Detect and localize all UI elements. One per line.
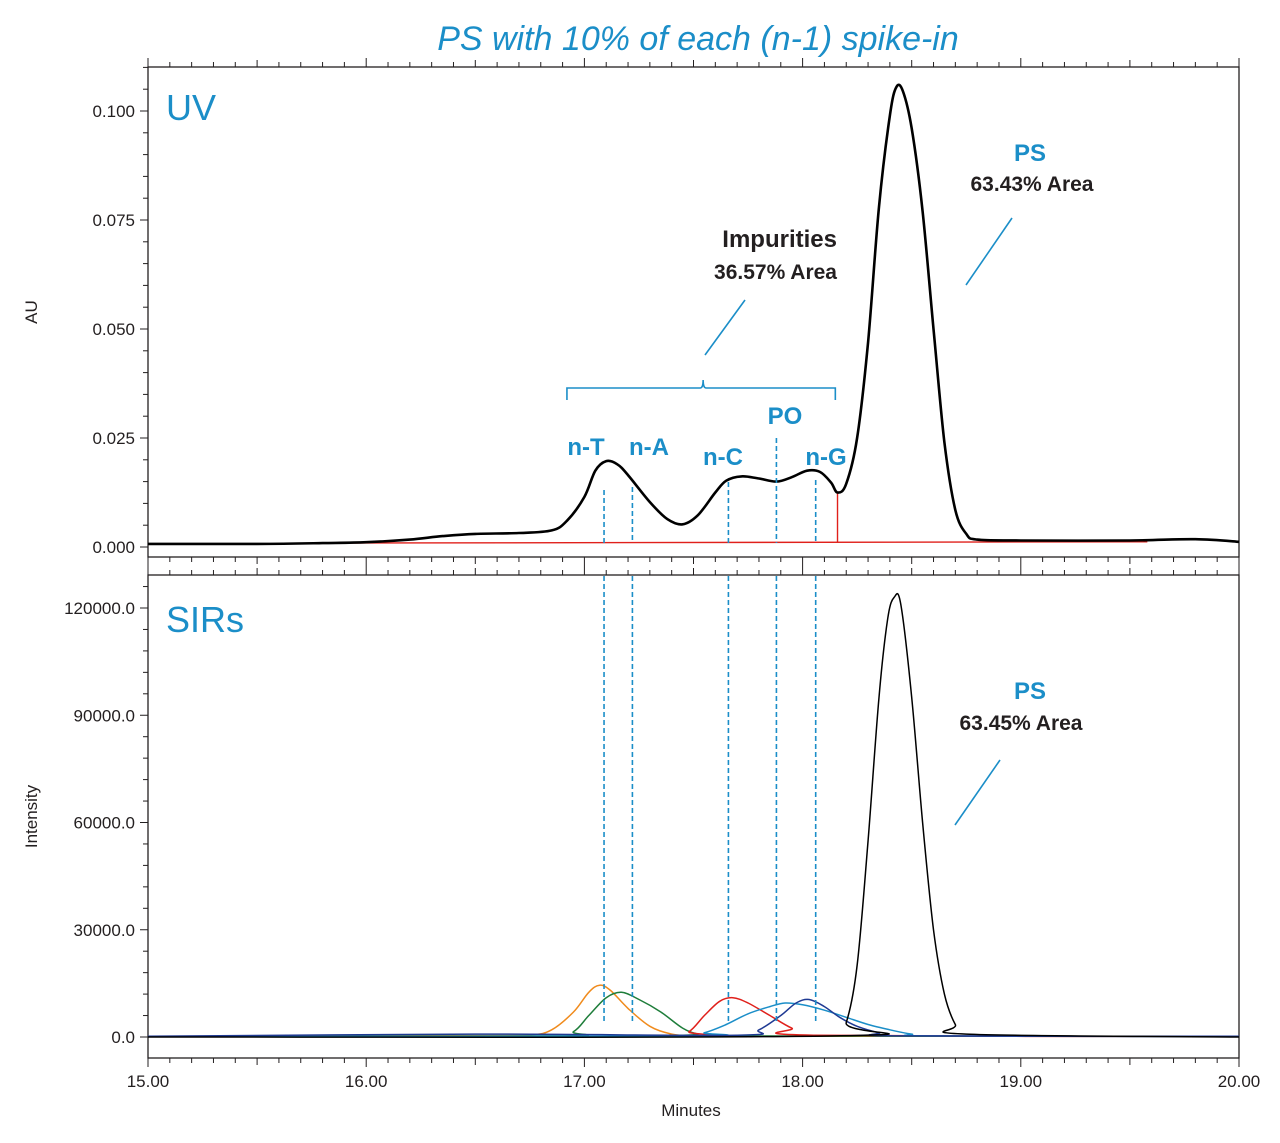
sir-panel: 0.0 30000.0 60000.0 90000.0 120000.0 Intensit… xyxy=(22,566,1260,1120)
peak-label-n-T: n-T xyxy=(567,434,605,461)
y-tick-label: 60000.0 xyxy=(74,814,135,833)
sir-trace-2 xyxy=(147,996,1240,1038)
x-tick-label: 16.00 xyxy=(345,1072,388,1091)
impurities-leader-line xyxy=(704,299,746,356)
peak-label-PO: PO xyxy=(768,403,803,430)
ps-peak-label: PS xyxy=(1014,140,1046,167)
ps-area-label: 63.43% Area xyxy=(971,173,1094,196)
ps-area-label-sir: 63.45% Area xyxy=(960,712,1083,735)
sir-trace-1 xyxy=(147,991,1240,1038)
retention-time-guides xyxy=(603,438,817,1024)
x-tick-label: 15.00 xyxy=(127,1072,170,1091)
ps-leader-line xyxy=(965,217,1013,286)
y-tick-label: 0.075 xyxy=(92,211,135,230)
y-tick-label: 30000.0 xyxy=(74,921,135,940)
sir-trace-4 xyxy=(147,998,1240,1038)
x-tick-label: 17.00 xyxy=(563,1072,606,1091)
y-tick-label: 0.025 xyxy=(92,429,135,448)
plot-frame xyxy=(147,574,1240,1059)
panel-label: SIRs xyxy=(166,599,244,640)
ps-leader-line-sir xyxy=(954,759,1001,826)
impurities-label: Impurities xyxy=(722,226,837,253)
y-axis-label: Intensity xyxy=(22,784,41,848)
x-axis-label: Minutes xyxy=(661,1101,721,1120)
ps-peak-label-sir: PS xyxy=(1014,678,1046,705)
y-tick-label: 90000.0 xyxy=(74,706,135,725)
x-tick-label: 18.00 xyxy=(781,1072,824,1091)
sir-trace-5 xyxy=(147,592,1240,1039)
peak-label-n-C: n-C xyxy=(703,444,743,471)
x-tick-label: 19.00 xyxy=(1000,1072,1043,1091)
sir-trace-3 xyxy=(147,1002,1240,1038)
y-tick-label: 120000.0 xyxy=(64,599,135,618)
peak-label-n-G: n-G xyxy=(805,444,846,471)
y-tick-label: 0.0 xyxy=(111,1028,135,1047)
impurities-bracket xyxy=(566,379,837,400)
y-tick-label: 0.100 xyxy=(92,102,135,121)
uv-trace xyxy=(147,83,1240,546)
y-tick-label: 0.000 xyxy=(92,538,135,557)
x-tick-label: 20.00 xyxy=(1218,1072,1261,1091)
panel-label: UV xyxy=(166,87,216,128)
plot-frame xyxy=(147,66,1240,558)
y-axis-label: AU xyxy=(22,300,41,324)
uv-panel: 0.000 0.025 0.050 0.075 0.100 AU UV Impurities 3… xyxy=(22,58,1240,566)
peak-label-n-A: n-A xyxy=(629,434,669,461)
y-tick-label: 0.050 xyxy=(92,320,135,339)
integration-baseline xyxy=(311,541,1148,544)
impurities-area-label: 36.57% Area xyxy=(714,261,837,284)
chart-title: PS with 10% of each (n-1) spike-in xyxy=(437,20,959,58)
